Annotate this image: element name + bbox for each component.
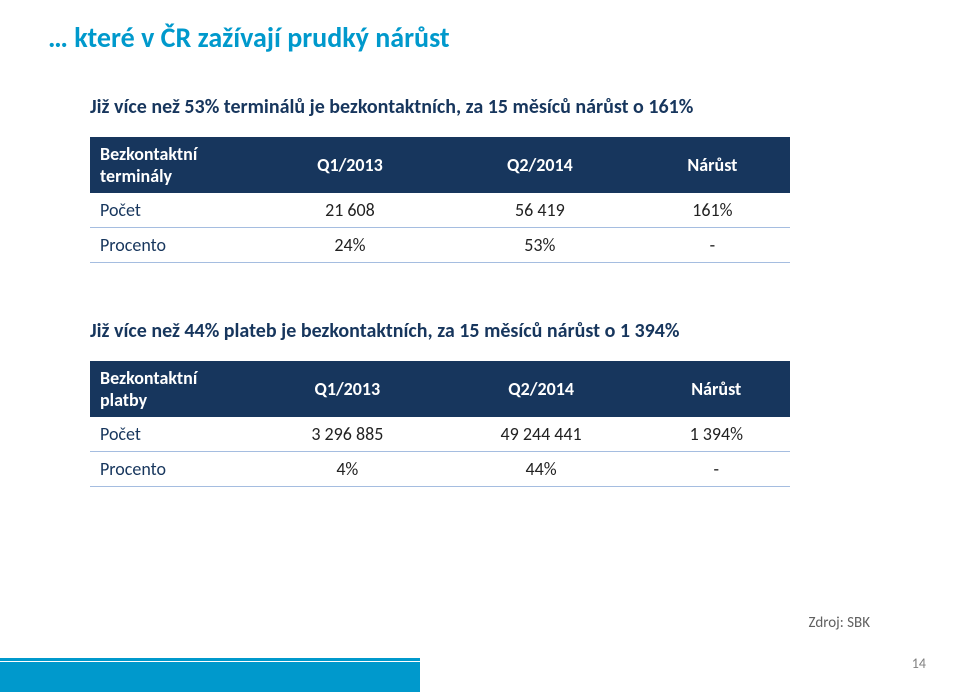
col-header-1: Q1/2013	[255, 361, 440, 417]
cell: Počet	[90, 193, 255, 228]
table-header-row: Bezkontaktní platby Q1/2013 Q2/2014 Nárů…	[90, 361, 790, 417]
title-text: které v ČR zažívají prudký nárůst	[74, 20, 449, 55]
cell: 1 394%	[643, 417, 790, 452]
page-number: 14	[912, 655, 926, 672]
section2-subtitle: Již více než 44% plateb je bezkontaktníc…	[90, 319, 912, 343]
col-header-2: Q2/2014	[445, 137, 635, 193]
col-header-0: Bezkontaktní platby	[90, 361, 255, 417]
cell: 4%	[255, 452, 440, 487]
cell: 21 608	[255, 193, 445, 228]
table-row: Počet 21 608 56 419 161%	[90, 193, 790, 228]
cell: 53%	[445, 228, 635, 263]
title-dots: …	[48, 20, 74, 55]
col-header-0: Bezkontaktní terminály	[90, 137, 255, 193]
cell: 161%	[635, 193, 790, 228]
cell: Procento	[90, 452, 255, 487]
source-label: Zdroj: SBK	[808, 614, 870, 632]
table-payments: Bezkontaktní platby Q1/2013 Q2/2014 Nárů…	[90, 361, 790, 487]
cell: 56 419	[445, 193, 635, 228]
table-row: Počet 3 296 885 49 244 441 1 394%	[90, 417, 790, 452]
section1-subtitle: Již více než 53% terminálů je bezkontakt…	[90, 95, 912, 119]
cell: Počet	[90, 417, 255, 452]
table-row: Procento 24% 53% -	[90, 228, 790, 263]
cell: -	[635, 228, 790, 263]
table-header-row: Bezkontaktní terminály Q1/2013 Q2/2014 N…	[90, 137, 790, 193]
col-header-2: Q2/2014	[440, 361, 643, 417]
section2-block: Již více než 44% plateb je bezkontaktníc…	[48, 319, 912, 487]
cell: Procento	[90, 228, 255, 263]
cell: 49 244 441	[440, 417, 643, 452]
col-header-3: Nárůst	[643, 361, 790, 417]
slide-page: … které v ČR zažívají prudký nárůst Již …	[0, 0, 960, 692]
footer-accent-bar	[0, 662, 420, 692]
cell: 44%	[440, 452, 643, 487]
cell: -	[643, 452, 790, 487]
page-title: … které v ČR zažívají prudký nárůst	[48, 20, 912, 55]
col-header-3: Nárůst	[635, 137, 790, 193]
table-row: Procento 4% 44% -	[90, 452, 790, 487]
col-header-1: Q1/2013	[255, 137, 445, 193]
cell: 24%	[255, 228, 445, 263]
cell: 3 296 885	[255, 417, 440, 452]
table-terminals: Bezkontaktní terminály Q1/2013 Q2/2014 N…	[90, 137, 790, 263]
